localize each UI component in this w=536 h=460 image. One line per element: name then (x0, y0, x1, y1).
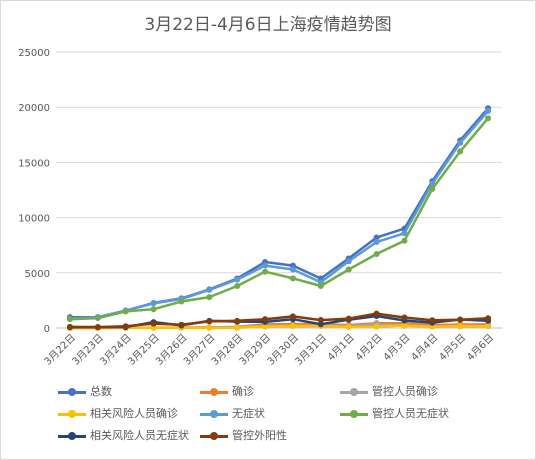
data-point (150, 306, 157, 313)
data-point (289, 275, 296, 282)
series-0 (66, 105, 492, 321)
data-point (289, 313, 296, 320)
data-point (373, 251, 380, 258)
data-point (234, 317, 241, 324)
data-point (317, 321, 324, 328)
series-line (69, 324, 489, 330)
data-point (345, 266, 352, 273)
data-point (401, 322, 408, 329)
data-point (485, 323, 492, 330)
y-axis: 0 5000 10000 15000 20000 25000 (18, 48, 50, 335)
data-point (289, 322, 296, 329)
data-point (150, 320, 157, 327)
data-point (429, 185, 436, 192)
data-point (345, 258, 352, 265)
data-point (317, 283, 324, 290)
data-point (457, 316, 464, 323)
data-point (66, 316, 73, 323)
data-point (401, 314, 408, 321)
data-point (485, 315, 492, 322)
x-tick-label: 4月5日 (437, 332, 469, 364)
series-7 (66, 310, 492, 331)
data-point (373, 234, 380, 241)
data-point (262, 268, 269, 275)
data-point (122, 308, 129, 315)
data-point (66, 323, 73, 330)
x-tick-label: 4月4日 (409, 332, 441, 364)
data-point (317, 317, 324, 324)
series-line (69, 117, 490, 321)
x-tick-label: 4月6日 (465, 332, 497, 364)
data-point (457, 323, 464, 330)
data-point (262, 262, 269, 269)
data-point (289, 266, 296, 273)
data-point (429, 317, 436, 324)
data-point (373, 323, 380, 330)
x-axis: 3月22日3月23日3月24日3月25日3月26日3月27日3月28日3月29日… (42, 332, 496, 368)
x-tick-label: 3月31日 (293, 332, 329, 368)
data-point (94, 315, 101, 322)
data-point (485, 115, 492, 122)
data-point (401, 237, 408, 244)
data-point (262, 323, 269, 330)
data-point (94, 324, 101, 331)
data-point (401, 230, 408, 237)
data-point (206, 318, 213, 325)
data-point (178, 321, 185, 328)
series-4 (66, 107, 492, 322)
series-lines (66, 105, 492, 331)
y-tick-label: 20000 (18, 103, 50, 114)
series-line (69, 110, 490, 320)
data-point (206, 294, 213, 301)
data-point (234, 324, 241, 331)
series-line (69, 107, 490, 319)
y-tick-label: 0 (44, 324, 50, 335)
data-point (485, 107, 492, 114)
data-point (150, 324, 157, 331)
data-point (373, 310, 380, 317)
series-5 (66, 115, 492, 323)
data-point (373, 239, 380, 246)
data-point (345, 324, 352, 331)
series-line (69, 312, 489, 329)
data-point (234, 283, 241, 290)
data-point (345, 315, 352, 322)
x-tick-label: 4月3日 (381, 332, 413, 364)
y-tick-label: 5000 (25, 269, 50, 280)
y-tick-label: 25000 (18, 48, 50, 59)
data-point (234, 276, 241, 283)
data-point (178, 298, 185, 305)
data-point (262, 316, 269, 323)
data-point (206, 286, 213, 293)
data-point (457, 148, 464, 155)
y-tick-label: 10000 (18, 214, 50, 225)
data-point (122, 323, 129, 330)
data-point (206, 324, 213, 331)
chart-title: 3月22日-4月6日上海疫情趋势图 (144, 15, 392, 35)
x-tick-label: 4月2日 (353, 332, 385, 364)
data-point (150, 300, 157, 307)
x-tick-label: 4月1日 (325, 332, 357, 364)
data-point (457, 139, 464, 146)
y-tick-label: 15000 (18, 158, 50, 169)
